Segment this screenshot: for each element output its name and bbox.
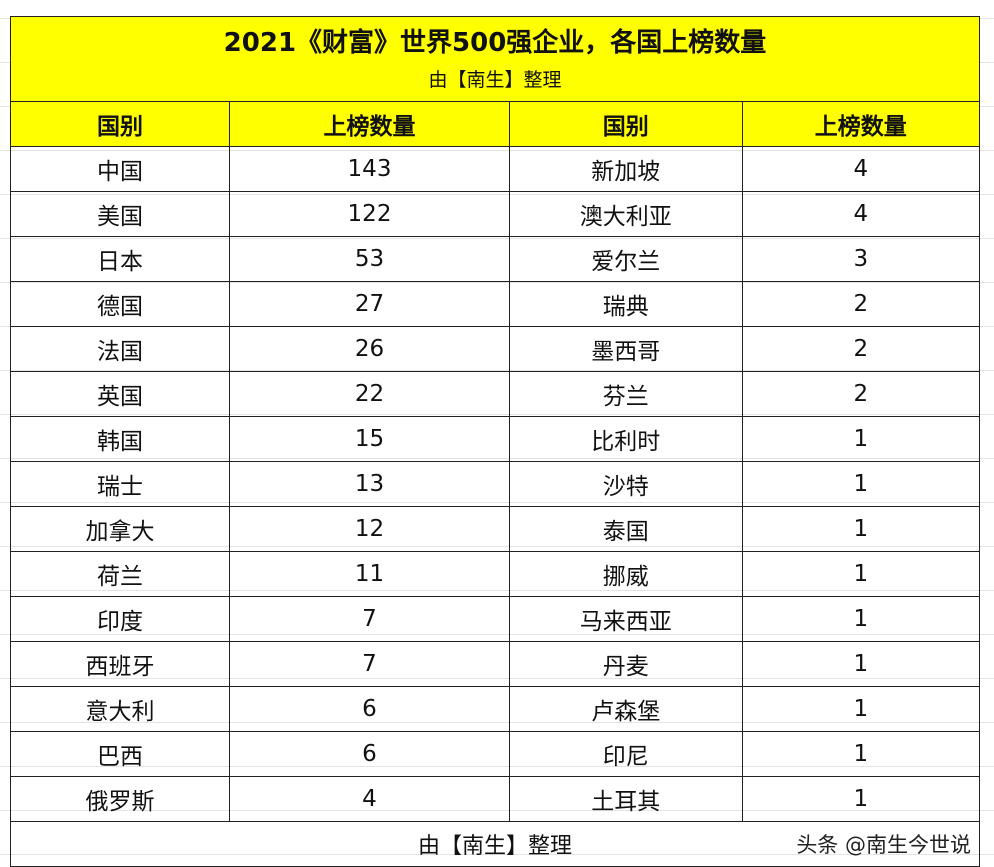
table-row: 中国 143 新加坡 4 [10,146,981,192]
cell-country-right: 比利时 [509,416,743,462]
cell-country-left: 巴西 [10,731,230,777]
table-row: 加拿大 12 泰国 1 [10,506,981,552]
cell-country-right: 墨西哥 [509,326,743,372]
table-row: 日本 53 爱尔兰 3 [10,236,981,282]
cell-count-right: 1 [741,596,981,642]
table-row: 美国 122 澳大利亚 4 [10,191,981,237]
cell-country-right: 土耳其 [509,776,743,822]
ranking-table-container: 2021《财富》世界500强企业，各国上榜数量 由【南生】整理 国别 上榜数量 … [10,16,981,867]
cell-count-left: 13 [228,461,511,507]
header-count-right: 上榜数量 [741,101,981,147]
cell-country-right: 丹麦 [509,641,743,687]
cell-country-right: 瑞典 [509,281,743,327]
cell-count-left: 53 [228,236,511,282]
table-row: 德国 27 瑞典 2 [10,281,981,327]
cell-count-right: 1 [741,416,981,462]
cell-country-left: 瑞士 [10,461,230,507]
cell-country-right: 爱尔兰 [509,236,743,282]
cell-count-right: 1 [741,776,981,822]
cell-country-left: 加拿大 [10,506,230,552]
cell-country-right: 芬兰 [509,371,743,417]
header-country-left: 国别 [10,101,230,147]
cell-count-left: 11 [228,551,511,597]
cell-country-right: 挪威 [509,551,743,597]
table-row: 荷兰 11 挪威 1 [10,551,981,597]
cell-country-right: 沙特 [509,461,743,507]
cell-count-left: 12 [228,506,511,552]
header-count-left: 上榜数量 [228,101,511,147]
table-row: 印度 7 马来西亚 1 [10,596,981,642]
cell-country-left: 日本 [10,236,230,282]
cell-count-right: 1 [741,641,981,687]
cell-country-left: 俄罗斯 [10,776,230,822]
cell-count-right: 1 [741,551,981,597]
table-row: 巴西 6 印尼 1 [10,731,981,777]
cell-count-left: 15 [228,416,511,462]
table-row: 意大利 6 卢森堡 1 [10,686,981,732]
header-row: 国别 上榜数量 国别 上榜数量 [10,101,981,147]
footer-row: 由【南生】整理 头条 @南生今世说 [10,821,980,867]
cell-country-left: 德国 [10,281,230,327]
cell-country-right: 泰国 [509,506,743,552]
table-row: 英国 22 芬兰 2 [10,371,981,417]
cell-country-left: 印度 [10,596,230,642]
footer-credit: 由【南生】整理 [417,834,572,859]
cell-count-left: 7 [228,641,511,687]
cell-count-left: 143 [228,146,511,192]
cell-count-left: 122 [228,191,511,237]
cell-count-left: 7 [228,596,511,642]
cell-count-left: 6 [228,686,511,732]
cell-count-right: 4 [741,191,981,237]
ranking-table: 2021《财富》世界500强企业，各国上榜数量 由【南生】整理 国别 上榜数量 … [10,16,981,867]
cell-country-left: 西班牙 [10,641,230,687]
cell-country-left: 英国 [10,371,230,417]
cell-count-right: 3 [741,236,981,282]
header-country-right: 国别 [509,101,743,147]
title-cell: 2021《财富》世界500强企业，各国上榜数量 由【南生】整理 [10,16,980,102]
cell-count-right: 2 [741,371,981,417]
cell-count-left: 22 [228,371,511,417]
cell-country-right: 新加坡 [509,146,743,192]
cell-count-right: 2 [741,281,981,327]
cell-country-left: 荷兰 [10,551,230,597]
cell-country-left: 韩国 [10,416,230,462]
cell-country-right: 马来西亚 [509,596,743,642]
table-row: 西班牙 7 丹麦 1 [10,641,981,687]
cell-country-left: 美国 [10,191,230,237]
cell-country-right: 澳大利亚 [509,191,743,237]
cell-country-right: 卢森堡 [509,686,743,732]
cell-count-right: 4 [741,146,981,192]
cell-count-right: 1 [741,461,981,507]
cell-country-left: 法国 [10,326,230,372]
cell-count-right: 1 [741,506,981,552]
table-row: 法国 26 墨西哥 2 [10,326,981,372]
cell-count-left: 26 [228,326,511,372]
table-row: 瑞士 13 沙特 1 [10,461,981,507]
table-title: 2021《财富》世界500强企业，各国上榜数量 [223,28,767,58]
cell-count-left: 4 [228,776,511,822]
watermark: 头条 @南生今世说 [796,833,971,857]
table-row: 韩国 15 比利时 1 [10,416,981,462]
cell-country-left: 意大利 [10,686,230,732]
title-row: 2021《财富》世界500强企业，各国上榜数量 由【南生】整理 [10,16,980,102]
cell-count-right: 1 [741,731,981,777]
table-row: 俄罗斯 4 土耳其 1 [10,776,981,822]
cell-count-right: 1 [741,686,981,732]
cell-country-right: 印尼 [509,731,743,777]
cell-count-left: 6 [228,731,511,777]
table-subtitle: 由【南生】整理 [428,69,562,91]
cell-country-left: 中国 [10,146,230,192]
footer-cell: 由【南生】整理 头条 @南生今世说 [10,821,980,867]
cell-count-left: 27 [228,281,511,327]
cell-count-right: 2 [741,326,981,372]
